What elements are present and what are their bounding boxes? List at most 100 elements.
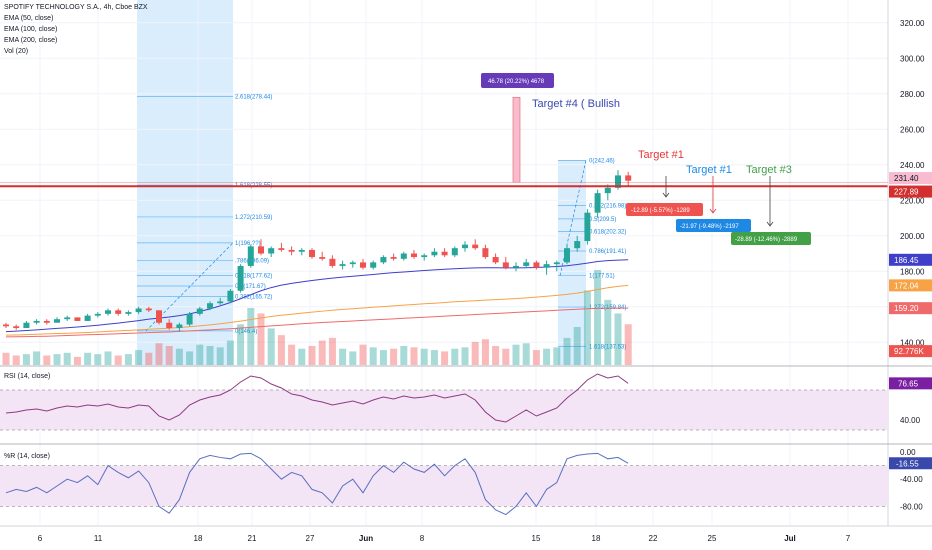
fib-left-label: 0.618(177.62) xyxy=(235,273,272,279)
x-tick-label: 25 xyxy=(708,534,717,543)
target-label-text: 46.78 (20.22%) 4678 xyxy=(488,79,545,85)
legend-vol: Vol (20) xyxy=(4,48,29,55)
candle-body xyxy=(54,319,60,323)
price-tick-label: 200.00 xyxy=(900,232,925,241)
volume-bar xyxy=(247,308,255,365)
volume-bar xyxy=(379,350,387,365)
x-tick-label: 15 xyxy=(532,534,541,543)
rsi-badge-bg xyxy=(889,377,932,390)
ema200-line xyxy=(5,307,629,338)
x-tick-label: 6 xyxy=(38,534,43,543)
volume-bar xyxy=(339,348,347,365)
x-tick-label: 8 xyxy=(420,534,425,543)
candle-body xyxy=(64,317,71,320)
candle-body xyxy=(451,248,458,256)
volume-bar xyxy=(53,354,61,365)
candle-body xyxy=(74,317,81,321)
rsi-band xyxy=(0,390,888,430)
volume-bar xyxy=(267,328,275,365)
candle-body xyxy=(145,308,152,311)
candle-body xyxy=(339,264,346,266)
x-tick-label: 21 xyxy=(248,534,257,543)
x-tick-label: 18 xyxy=(194,534,203,543)
candle-body xyxy=(472,244,479,249)
candle-body xyxy=(186,313,193,325)
badge-ema100: 172.04 xyxy=(894,281,919,290)
price-tick-label: 260.00 xyxy=(900,125,925,134)
volume-bar xyxy=(308,346,316,365)
fib-right-label: 0.5(209.5) xyxy=(589,217,616,223)
badge-volume-bg xyxy=(889,345,932,358)
volume-bar xyxy=(186,351,194,365)
ema100-line xyxy=(5,284,629,336)
volume-bar xyxy=(257,313,265,365)
fib-right-label: 1(177.51) xyxy=(589,274,615,280)
volume-bar xyxy=(2,352,10,365)
candle-body xyxy=(237,265,244,291)
volume-bar xyxy=(165,346,173,365)
arrow-3-head xyxy=(766,221,774,227)
legend-ema200: EMA (200, close) xyxy=(4,37,58,44)
candle-body xyxy=(319,257,326,259)
candle-body xyxy=(329,258,336,266)
volume-bar xyxy=(390,348,398,365)
fib-right-label: 0(242.46) xyxy=(589,158,615,164)
price-tick-label: 300.00 xyxy=(900,54,925,63)
fib-left-label: 0.5(171.67) xyxy=(235,284,266,290)
wr-tick: -80.00 xyxy=(900,502,923,511)
volume-bar xyxy=(237,324,245,365)
candle-body xyxy=(574,241,581,249)
candle-body xyxy=(298,249,305,252)
candle-body xyxy=(135,308,142,313)
candle-body xyxy=(584,212,591,242)
volume-bar xyxy=(328,337,336,365)
candle-body xyxy=(492,257,499,263)
volume-bar xyxy=(594,270,602,365)
candle-body xyxy=(349,262,356,265)
rsi-line xyxy=(5,373,629,423)
volume-bar xyxy=(33,351,41,365)
drop-green-text: -28.89 (-12.46%) -2889 xyxy=(735,237,798,243)
price-tick-label: 220.00 xyxy=(900,196,925,205)
volume-bar xyxy=(226,340,234,365)
fib-left-label: 0.382(165.72) xyxy=(235,295,272,301)
x-tick-label: 7 xyxy=(846,534,851,543)
candle-body xyxy=(594,193,601,213)
x-tick-label: 18 xyxy=(592,534,601,543)
legend-ema100: EMA (100, close) xyxy=(4,26,58,33)
candle-body xyxy=(23,322,30,329)
volume-bar xyxy=(430,350,438,365)
candle-body xyxy=(553,262,560,265)
price-tick-label: 240.00 xyxy=(900,161,925,170)
volume-bar xyxy=(288,344,296,365)
candle-body xyxy=(94,313,101,316)
volume-bar xyxy=(196,344,204,365)
volume-bar xyxy=(604,299,612,365)
candle-body xyxy=(268,248,275,254)
candle-body xyxy=(441,251,448,256)
price-tick-label: 140.00 xyxy=(900,338,925,347)
candle-body xyxy=(380,257,387,263)
volume-bar xyxy=(206,346,214,365)
volume-bar xyxy=(451,348,459,365)
wr-tick: 0.00 xyxy=(900,448,916,457)
volume-bar xyxy=(155,343,163,365)
volume-bar xyxy=(12,355,20,365)
volume-bar xyxy=(400,346,408,365)
volume-bar xyxy=(420,348,428,365)
target1-red-label: Target #1 xyxy=(638,149,684,161)
rsi-badge: 76.65 xyxy=(898,379,919,388)
volume-bar xyxy=(563,337,571,365)
candle-body xyxy=(217,301,224,304)
volume-bar xyxy=(492,346,500,365)
badge-volume: 92.776K xyxy=(894,347,924,356)
volume-bar xyxy=(532,350,540,365)
volume-bar xyxy=(94,354,102,365)
volume-bar xyxy=(471,341,479,365)
rsi-label: RSI (14, close) xyxy=(4,373,50,380)
target3-label: Target #3 xyxy=(746,164,792,176)
fib-left-label: 2.618(278.44) xyxy=(235,95,272,101)
volume-bar xyxy=(502,348,510,365)
volume-bar xyxy=(114,355,122,365)
x-tick-label: Jun xyxy=(359,534,373,543)
